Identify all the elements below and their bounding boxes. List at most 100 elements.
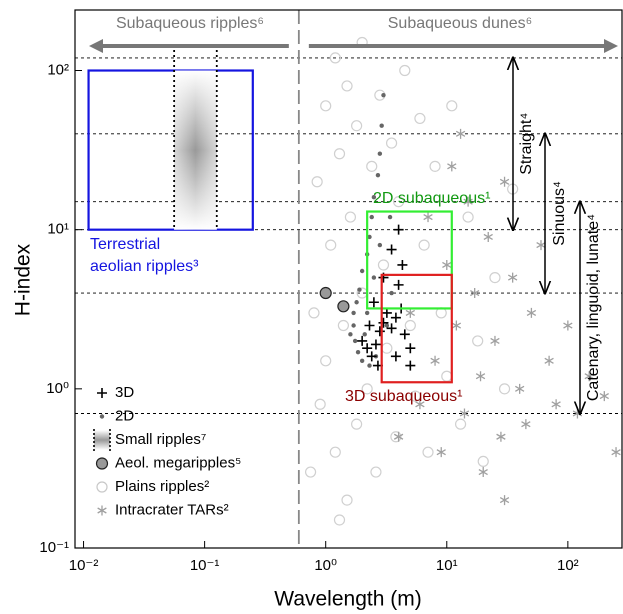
point <box>355 349 361 355</box>
point <box>399 64 411 77</box>
point <box>496 431 506 442</box>
point <box>370 466 382 478</box>
point <box>521 419 531 430</box>
point <box>499 176 510 187</box>
point <box>377 242 383 248</box>
point <box>405 307 416 318</box>
point <box>325 239 337 251</box>
legend-label: Intracrater TARs² <box>115 501 229 518</box>
point <box>463 196 473 207</box>
point <box>333 148 346 160</box>
point <box>371 194 377 200</box>
point <box>393 224 404 235</box>
range-label: Straight⁴ <box>518 113 535 175</box>
region-label: aeolian ripples³ <box>90 258 199 275</box>
x-tick-label: 10⁻² <box>69 557 99 574</box>
point <box>304 466 317 478</box>
point <box>379 123 384 128</box>
x-tick-label: 10⁰ <box>314 557 337 574</box>
y-tick-label: 10⁻¹ <box>39 539 69 556</box>
point <box>378 317 389 328</box>
point <box>359 268 365 274</box>
legend-label: Plains ripples² <box>115 478 209 495</box>
legend-marker <box>94 430 110 450</box>
point <box>611 447 621 458</box>
point <box>507 272 518 283</box>
point <box>498 383 511 395</box>
y-axis-label: H-index <box>12 243 35 316</box>
point <box>384 323 390 328</box>
x-tick-label: 10² <box>557 557 579 574</box>
point <box>563 320 573 331</box>
point <box>470 288 480 299</box>
point <box>385 137 398 149</box>
point <box>371 275 377 280</box>
point <box>418 239 430 251</box>
point <box>319 286 332 300</box>
point <box>472 335 484 347</box>
point <box>386 244 397 255</box>
range-label: Catenary, linguoid, lunate⁴ <box>585 214 602 401</box>
arrow-label: Subaqueous ripples⁶ <box>116 15 264 32</box>
point <box>490 335 500 346</box>
x-tick-label: 10¹ <box>436 557 458 574</box>
point <box>366 351 377 362</box>
legend-marker <box>97 388 107 398</box>
point <box>367 363 372 368</box>
point <box>405 360 416 371</box>
point <box>377 151 383 156</box>
point <box>375 172 381 178</box>
region-shade <box>174 70 217 230</box>
point <box>459 408 470 419</box>
point <box>341 80 353 92</box>
point <box>584 371 594 382</box>
point <box>329 52 341 64</box>
point <box>404 319 416 332</box>
y-tick-label: 10² <box>47 61 69 78</box>
point <box>351 120 363 132</box>
legend-label: 2D <box>115 407 134 424</box>
point <box>351 310 356 316</box>
legend-label: 3D <box>115 384 134 401</box>
region-box <box>87 69 254 231</box>
point <box>311 176 323 188</box>
point <box>405 343 416 354</box>
point <box>515 383 525 394</box>
point <box>374 326 385 337</box>
point <box>381 342 393 354</box>
legend-marker <box>97 505 107 516</box>
plot-frame <box>74 9 623 549</box>
region-label: 2D subaqueous¹ <box>373 190 490 207</box>
point <box>423 212 433 223</box>
point <box>387 214 393 220</box>
point <box>462 211 474 223</box>
point <box>314 398 326 410</box>
point <box>551 399 561 410</box>
x-axis-label: Wavelength (m) <box>274 588 421 611</box>
point <box>341 494 353 506</box>
point <box>390 312 401 323</box>
y-tick-label: 10⁰ <box>46 380 69 397</box>
point <box>478 467 488 478</box>
point <box>422 446 434 458</box>
point <box>392 196 405 208</box>
point <box>348 332 353 337</box>
plot <box>75 10 622 548</box>
point <box>362 332 367 337</box>
point <box>454 418 467 430</box>
x-tick-label: 10⁻¹ <box>190 557 220 574</box>
point <box>368 297 379 308</box>
point <box>483 231 493 242</box>
region-label: 3D subaqueous¹ <box>345 388 462 405</box>
point <box>367 234 372 240</box>
point <box>455 128 466 139</box>
point <box>357 335 368 346</box>
point <box>389 290 394 296</box>
point <box>337 319 349 332</box>
point <box>489 271 501 284</box>
point <box>354 300 359 305</box>
legend-marker <box>95 457 109 470</box>
point <box>362 343 373 354</box>
legend-marker <box>99 414 105 419</box>
